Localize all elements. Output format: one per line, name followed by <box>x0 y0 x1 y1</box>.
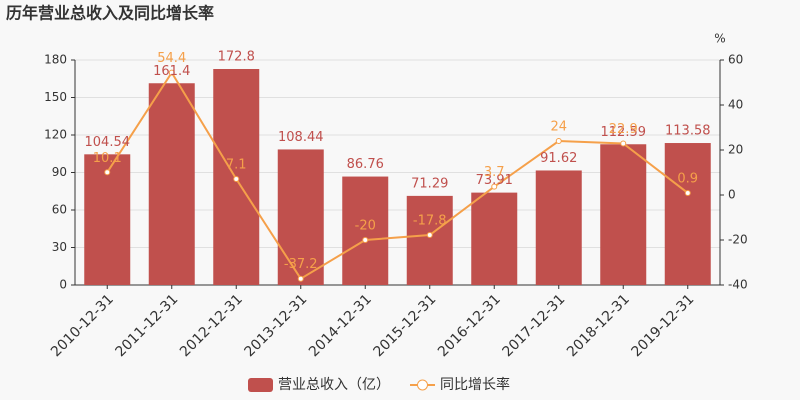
legend-swatch[interactable] <box>417 379 428 391</box>
bar-value-label: 172.8 <box>218 50 255 65</box>
y-tick-label: 180 <box>44 53 67 67</box>
legend-label[interactable]: 同比增长率 <box>440 376 510 393</box>
x-tick-label: 2018-12-31 <box>564 291 633 360</box>
x-tick-label: 2014-12-31 <box>306 291 375 360</box>
bar-value-label: 161.4 <box>153 64 190 79</box>
bar-value-label: 108.44 <box>278 130 324 145</box>
x-tick-label: 2015-12-31 <box>371 291 440 360</box>
line-value-label: 54.4 <box>157 51 186 66</box>
x-tick-label: 2012-12-31 <box>177 291 246 360</box>
y-tick-label: 60 <box>52 203 67 217</box>
line-point <box>620 140 627 147</box>
chart-title: 历年营业总收入及同比增长率 <box>6 4 214 23</box>
bar <box>471 192 518 285</box>
line-point <box>233 176 240 183</box>
line-value-label: 0.9 <box>677 171 698 186</box>
line-point <box>555 138 562 144</box>
x-tick-label: 2010-12-31 <box>48 291 117 360</box>
bar <box>342 176 389 285</box>
line-value-label: 10.1 <box>93 151 122 166</box>
line-point <box>297 275 304 282</box>
bar <box>277 149 324 285</box>
line-point <box>104 169 111 176</box>
y2-tick-label: -20 <box>728 233 748 247</box>
y-tick-label: 0 <box>59 278 67 292</box>
legend-label[interactable]: 营业总收入（亿） <box>278 377 390 393</box>
bar-value-label: 73.91 <box>476 173 513 188</box>
y-tick-label: 30 <box>52 240 67 254</box>
bar <box>600 144 647 285</box>
bar-value-label: 71.29 <box>411 176 448 191</box>
line-value-label: 3.7 <box>484 165 505 180</box>
line-point <box>491 183 498 190</box>
bar <box>664 143 711 285</box>
y2-tick-label: -40 <box>728 278 748 292</box>
y2-tick-label: 0 <box>728 188 736 202</box>
x-tick-label: 2017-12-31 <box>500 291 569 360</box>
x-tick-label: 2016-12-31 <box>435 291 504 360</box>
line-point <box>426 232 433 239</box>
line-value-label: -37.2 <box>284 257 318 272</box>
y2-tick-label: 40 <box>728 98 743 112</box>
y2-unit: % <box>714 32 725 46</box>
line-point <box>684 189 691 196</box>
x-tick-label: 2011-12-31 <box>113 291 182 360</box>
line-value-label: 24 <box>550 120 567 135</box>
bar <box>406 195 453 285</box>
line-value-label: -20 <box>355 219 376 234</box>
bar-value-label: 112.59 <box>601 125 647 140</box>
line <box>106 70 689 281</box>
line-value-label: -17.8 <box>413 214 447 229</box>
y-tick-label: 150 <box>44 90 67 104</box>
bar <box>84 154 131 285</box>
y-tick-label: 90 <box>52 165 67 179</box>
legend-swatch[interactable] <box>248 378 273 392</box>
bar <box>535 170 582 285</box>
line-point <box>168 69 175 76</box>
x-tick-label: 2013-12-31 <box>242 291 311 360</box>
bar-value-label: 113.58 <box>665 124 711 139</box>
y2-tick-label: 20 <box>728 143 743 157</box>
y-tick-label: 120 <box>44 128 67 142</box>
line-point <box>362 237 369 243</box>
line-value-label: 22.9 <box>609 122 638 137</box>
line-value-label: 7.1 <box>226 158 247 173</box>
bar-value-label: 104.54 <box>85 135 131 150</box>
bar-value-label: 86.76 <box>347 157 384 172</box>
bar <box>148 83 195 285</box>
x-tick-label: 2019-12-31 <box>629 291 698 360</box>
y2-tick-label: 60 <box>728 53 743 67</box>
bar-value-label: 91.62 <box>540 151 577 166</box>
